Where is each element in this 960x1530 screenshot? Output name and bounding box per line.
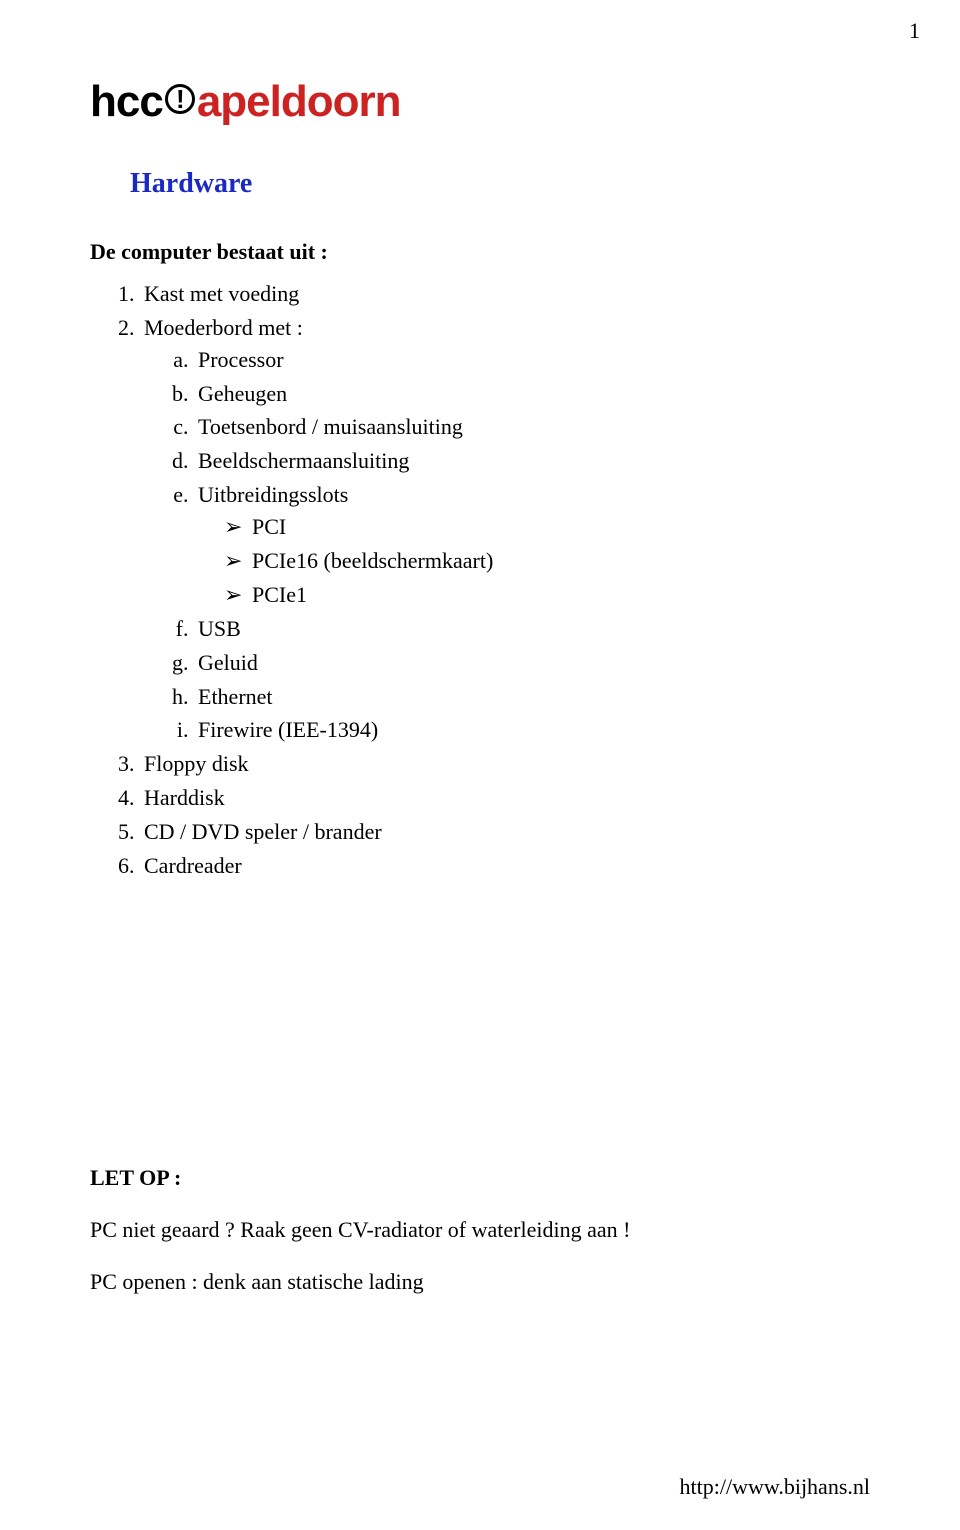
letop-title: LET OP : (90, 1162, 870, 1194)
list-item: Processor (194, 344, 870, 376)
list-item: Kast met voeding (140, 278, 870, 310)
logo-part-hcc: hcc (90, 80, 163, 124)
list-item: Moederbord met : Processor Geheugen Toet… (140, 312, 870, 747)
list-item: USB (194, 613, 870, 645)
list-item-label: PCI (252, 514, 286, 539)
list-item-label: PCIe16 (beeldschermkaart) (252, 548, 493, 573)
list-item: Uitbreidingsslots PCI PCIe16 (beeldscher… (194, 479, 870, 611)
list-item: Firewire (IEE-1394) (194, 714, 870, 746)
list-item-label: Toetsenbord / muisaansluiting (198, 414, 463, 439)
list-item: Geluid (194, 647, 870, 679)
list-item-label: USB (198, 616, 241, 641)
logo: hcc ! apeldoorn (90, 80, 870, 124)
section-title: Hardware (130, 168, 870, 200)
list-item: Beeldschermaansluiting (194, 445, 870, 477)
list-item: PCI (226, 511, 870, 543)
alpha-ordered-list: Processor Geheugen Toetsenbord / muisaan… (144, 344, 870, 747)
list-item-label: Moederbord met : (144, 315, 303, 340)
body-content: De computer bestaat uit : Kast met voedi… (90, 236, 870, 1298)
list-item: PCIe1 (226, 579, 870, 611)
letop-block: LET OP : PC niet geaard ? Raak geen CV-r… (90, 1162, 870, 1298)
list-item-label: Floppy disk (144, 751, 249, 776)
list-item: Geheugen (194, 378, 870, 410)
list-item-label: Geluid (198, 650, 258, 675)
letop-line-2: PC openen : denk aan statische lading (90, 1266, 870, 1298)
list-item-label: Beeldschermaansluiting (198, 448, 409, 473)
list-item-label: Harddisk (144, 785, 225, 810)
list-item-label: PCIe1 (252, 582, 307, 607)
list-item: Ethernet (194, 681, 870, 713)
list-item-label: Cardreader (144, 853, 242, 878)
list-item-label: Ethernet (198, 684, 273, 709)
list-item-label: Firewire (IEE-1394) (198, 717, 378, 742)
footer-url: http://www.bijhans.nl (680, 1474, 870, 1500)
list-item: Cardreader (140, 850, 870, 882)
page: 1 hcc ! apeldoorn Hardware De computer b… (0, 0, 960, 1530)
logo-part-apeldoorn: apeldoorn (197, 80, 401, 124)
list-item-label: Kast met voeding (144, 281, 299, 306)
list-item-label: Geheugen (198, 381, 287, 406)
letop-line-1: PC niet geaard ? Raak geen CV-radiator o… (90, 1214, 870, 1246)
intro-heading: De computer bestaat uit : (90, 236, 870, 268)
list-item: Toetsenbord / muisaansluiting (194, 411, 870, 443)
arrow-list: PCI PCIe16 (beeldschermkaart) PCIe1 (198, 511, 870, 611)
list-item: Harddisk (140, 782, 870, 814)
logo-text: hcc ! apeldoorn (90, 80, 401, 124)
list-item: Floppy disk (140, 748, 870, 780)
page-number: 1 (909, 18, 920, 44)
exclamation-icon: ! (165, 84, 195, 114)
list-item-label: Processor (198, 347, 284, 372)
list-item-label: Uitbreidingsslots (198, 482, 348, 507)
list-item: PCIe16 (beeldschermkaart) (226, 545, 870, 577)
top-ordered-list: Kast met voeding Moederbord met : Proces… (90, 278, 870, 882)
list-item-label: CD / DVD speler / brander (144, 819, 382, 844)
list-item: CD / DVD speler / brander (140, 816, 870, 848)
